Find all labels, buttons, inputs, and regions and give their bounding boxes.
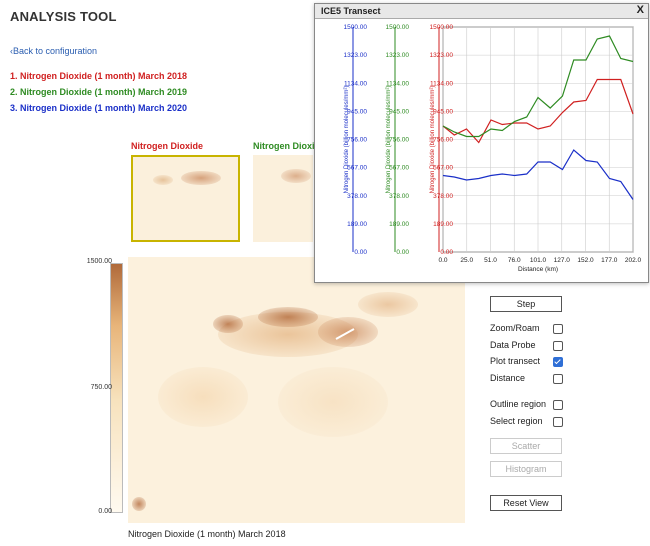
- y-tick-label: 0.00: [440, 249, 453, 256]
- y-axis-label-1: Nitrogen Dioxide (billion molecules/mm²): [344, 86, 350, 194]
- reset-view-button[interactable]: Reset View: [490, 495, 562, 511]
- colorbar-mid-label: 750.00: [90, 384, 112, 391]
- y-tick-label: 378.00: [433, 193, 453, 200]
- y-tick-label: 1323.00: [344, 52, 368, 59]
- y-tick-label: 1500.00: [386, 24, 410, 31]
- y-axis-label-2: Nitrogen Dioxide (billion molecules/mm²): [386, 86, 392, 194]
- y-tick-label: 567.00: [389, 165, 409, 172]
- dataset-label-1: 1. Nitrogen Dioxide (1 month) March 2018: [10, 71, 188, 81]
- x-axis-label: Distance (km): [518, 266, 558, 273]
- thumbnail-map-2019[interactable]: [253, 155, 313, 242]
- x-tick-label: 0.0: [438, 257, 447, 264]
- y-tick-label: 378.00: [389, 193, 409, 200]
- transect-window-header: ICE5 Transect X: [315, 4, 648, 19]
- series-line-3: [442, 149, 634, 200]
- y-tick-label: 1500.00: [344, 24, 368, 31]
- plot-transect-checkbox[interactable]: [553, 357, 563, 367]
- y-tick-label: 189.00: [347, 221, 367, 228]
- series-line-2: [442, 35, 634, 138]
- dataset-label-2: 2. Nitrogen Dioxide (1 month) March 2019: [10, 87, 188, 97]
- y-axis-label-3: Nitrogen Dioxide (billion molecules/mm²): [430, 86, 436, 194]
- close-icon[interactable]: X: [636, 4, 644, 16]
- transect-window-title: ICE5 Transect: [321, 6, 381, 16]
- option-select-region-label: Select region: [490, 416, 543, 426]
- y-tick-label: 1500.00: [430, 24, 454, 31]
- y-tick-label: 1134.00: [344, 80, 367, 87]
- y-tick-label: 1323.00: [430, 52, 454, 59]
- option-plot-transect-label: Plot transect: [490, 356, 541, 366]
- page-title: ANALYSIS TOOL: [10, 9, 117, 24]
- y-tick-label: 945.00: [389, 108, 409, 115]
- y-tick-label: 189.00: [433, 221, 453, 228]
- x-tick-label: 101.0: [530, 257, 547, 264]
- select-region-checkbox[interactable]: [553, 417, 563, 427]
- y-tick-label: 1323.00: [386, 52, 410, 59]
- thumbnail-label-2: Nitrogen Dioxi: [253, 141, 315, 151]
- thumbnail-map-2018[interactable]: [131, 155, 240, 242]
- y-tick-label: 945.00: [433, 108, 453, 115]
- dataset-label-3: 3. Nitrogen Dioxide (1 month) March 2020: [10, 103, 188, 113]
- map-view[interactable]: [128, 257, 465, 523]
- chevron-left-icon: ‹: [10, 46, 13, 56]
- back-link[interactable]: ‹Back to configuration: [10, 46, 97, 56]
- colorbar-min-label: 0.00: [98, 508, 112, 515]
- y-tick-label: 567.00: [347, 165, 367, 172]
- x-tick-label: 25.0: [460, 257, 473, 264]
- option-outline-region-label: Outline region: [490, 399, 547, 409]
- y-tick-label: 945.00: [347, 108, 367, 115]
- thumbnail-label-1: Nitrogen Dioxide: [131, 141, 204, 151]
- x-tick-label: 177.0: [601, 257, 618, 264]
- option-data-probe-label: Data Probe: [490, 340, 536, 350]
- series-line-1: [442, 78, 634, 144]
- transect-line-overlay: [335, 328, 355, 340]
- histogram-button[interactable]: Histogram: [490, 461, 562, 477]
- y-tick-label: 756.00: [389, 137, 409, 144]
- x-tick-label: 152.0: [577, 257, 594, 264]
- outline-region-checkbox[interactable]: [553, 400, 563, 410]
- y-tick-label: 1134.00: [386, 80, 409, 87]
- transect-window: ICE5 Transect X 0.0 25.0 51.0 76.0 101.0 127.…: [314, 3, 649, 283]
- colorbar: [110, 263, 123, 513]
- transect-chart: 0.0 25.0 51.0 76.0 101.0 127.0 152.0 177.0 202.0…: [344, 24, 642, 273]
- zoom-roam-checkbox[interactable]: [553, 324, 563, 334]
- y-tick-label: 0.00: [354, 249, 367, 256]
- y-tick-label: 378.00: [347, 193, 367, 200]
- distance-checkbox[interactable]: [553, 374, 563, 384]
- colorbar-max-label: 1500.00: [86, 258, 112, 265]
- option-zoom-roam-label: Zoom/Roam: [490, 323, 540, 333]
- y-tick-label: 0.00: [396, 249, 409, 256]
- step-button[interactable]: Step: [490, 296, 562, 312]
- y-tick-label: 189.00: [389, 221, 409, 228]
- data-probe-checkbox[interactable]: [553, 341, 563, 351]
- scatter-button[interactable]: Scatter: [490, 438, 562, 454]
- option-distance-label: Distance: [490, 373, 526, 383]
- y-tick-label: 1134.00: [430, 80, 453, 87]
- y-tick-label: 756.00: [433, 137, 453, 144]
- map-caption: Nitrogen Dioxide (1 month) March 2018: [128, 529, 286, 539]
- x-tick-label: 76.0: [508, 257, 521, 264]
- x-tick-label: 202.0: [625, 257, 642, 264]
- x-tick-label: 51.0: [484, 257, 497, 264]
- y-tick-label: 567.00: [433, 165, 453, 172]
- x-tick-label: 127.0: [554, 257, 571, 264]
- y-tick-label: 756.00: [347, 137, 367, 144]
- back-link-label: Back to configuration: [13, 46, 98, 56]
